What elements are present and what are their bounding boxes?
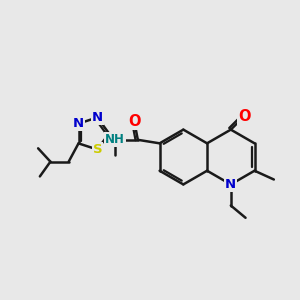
Text: NH: NH	[105, 133, 125, 146]
Text: N: N	[225, 178, 236, 191]
Text: O: O	[128, 114, 141, 129]
Text: N: N	[92, 111, 103, 124]
Text: N: N	[73, 117, 84, 130]
Text: S: S	[93, 143, 102, 156]
Text: O: O	[238, 109, 250, 124]
